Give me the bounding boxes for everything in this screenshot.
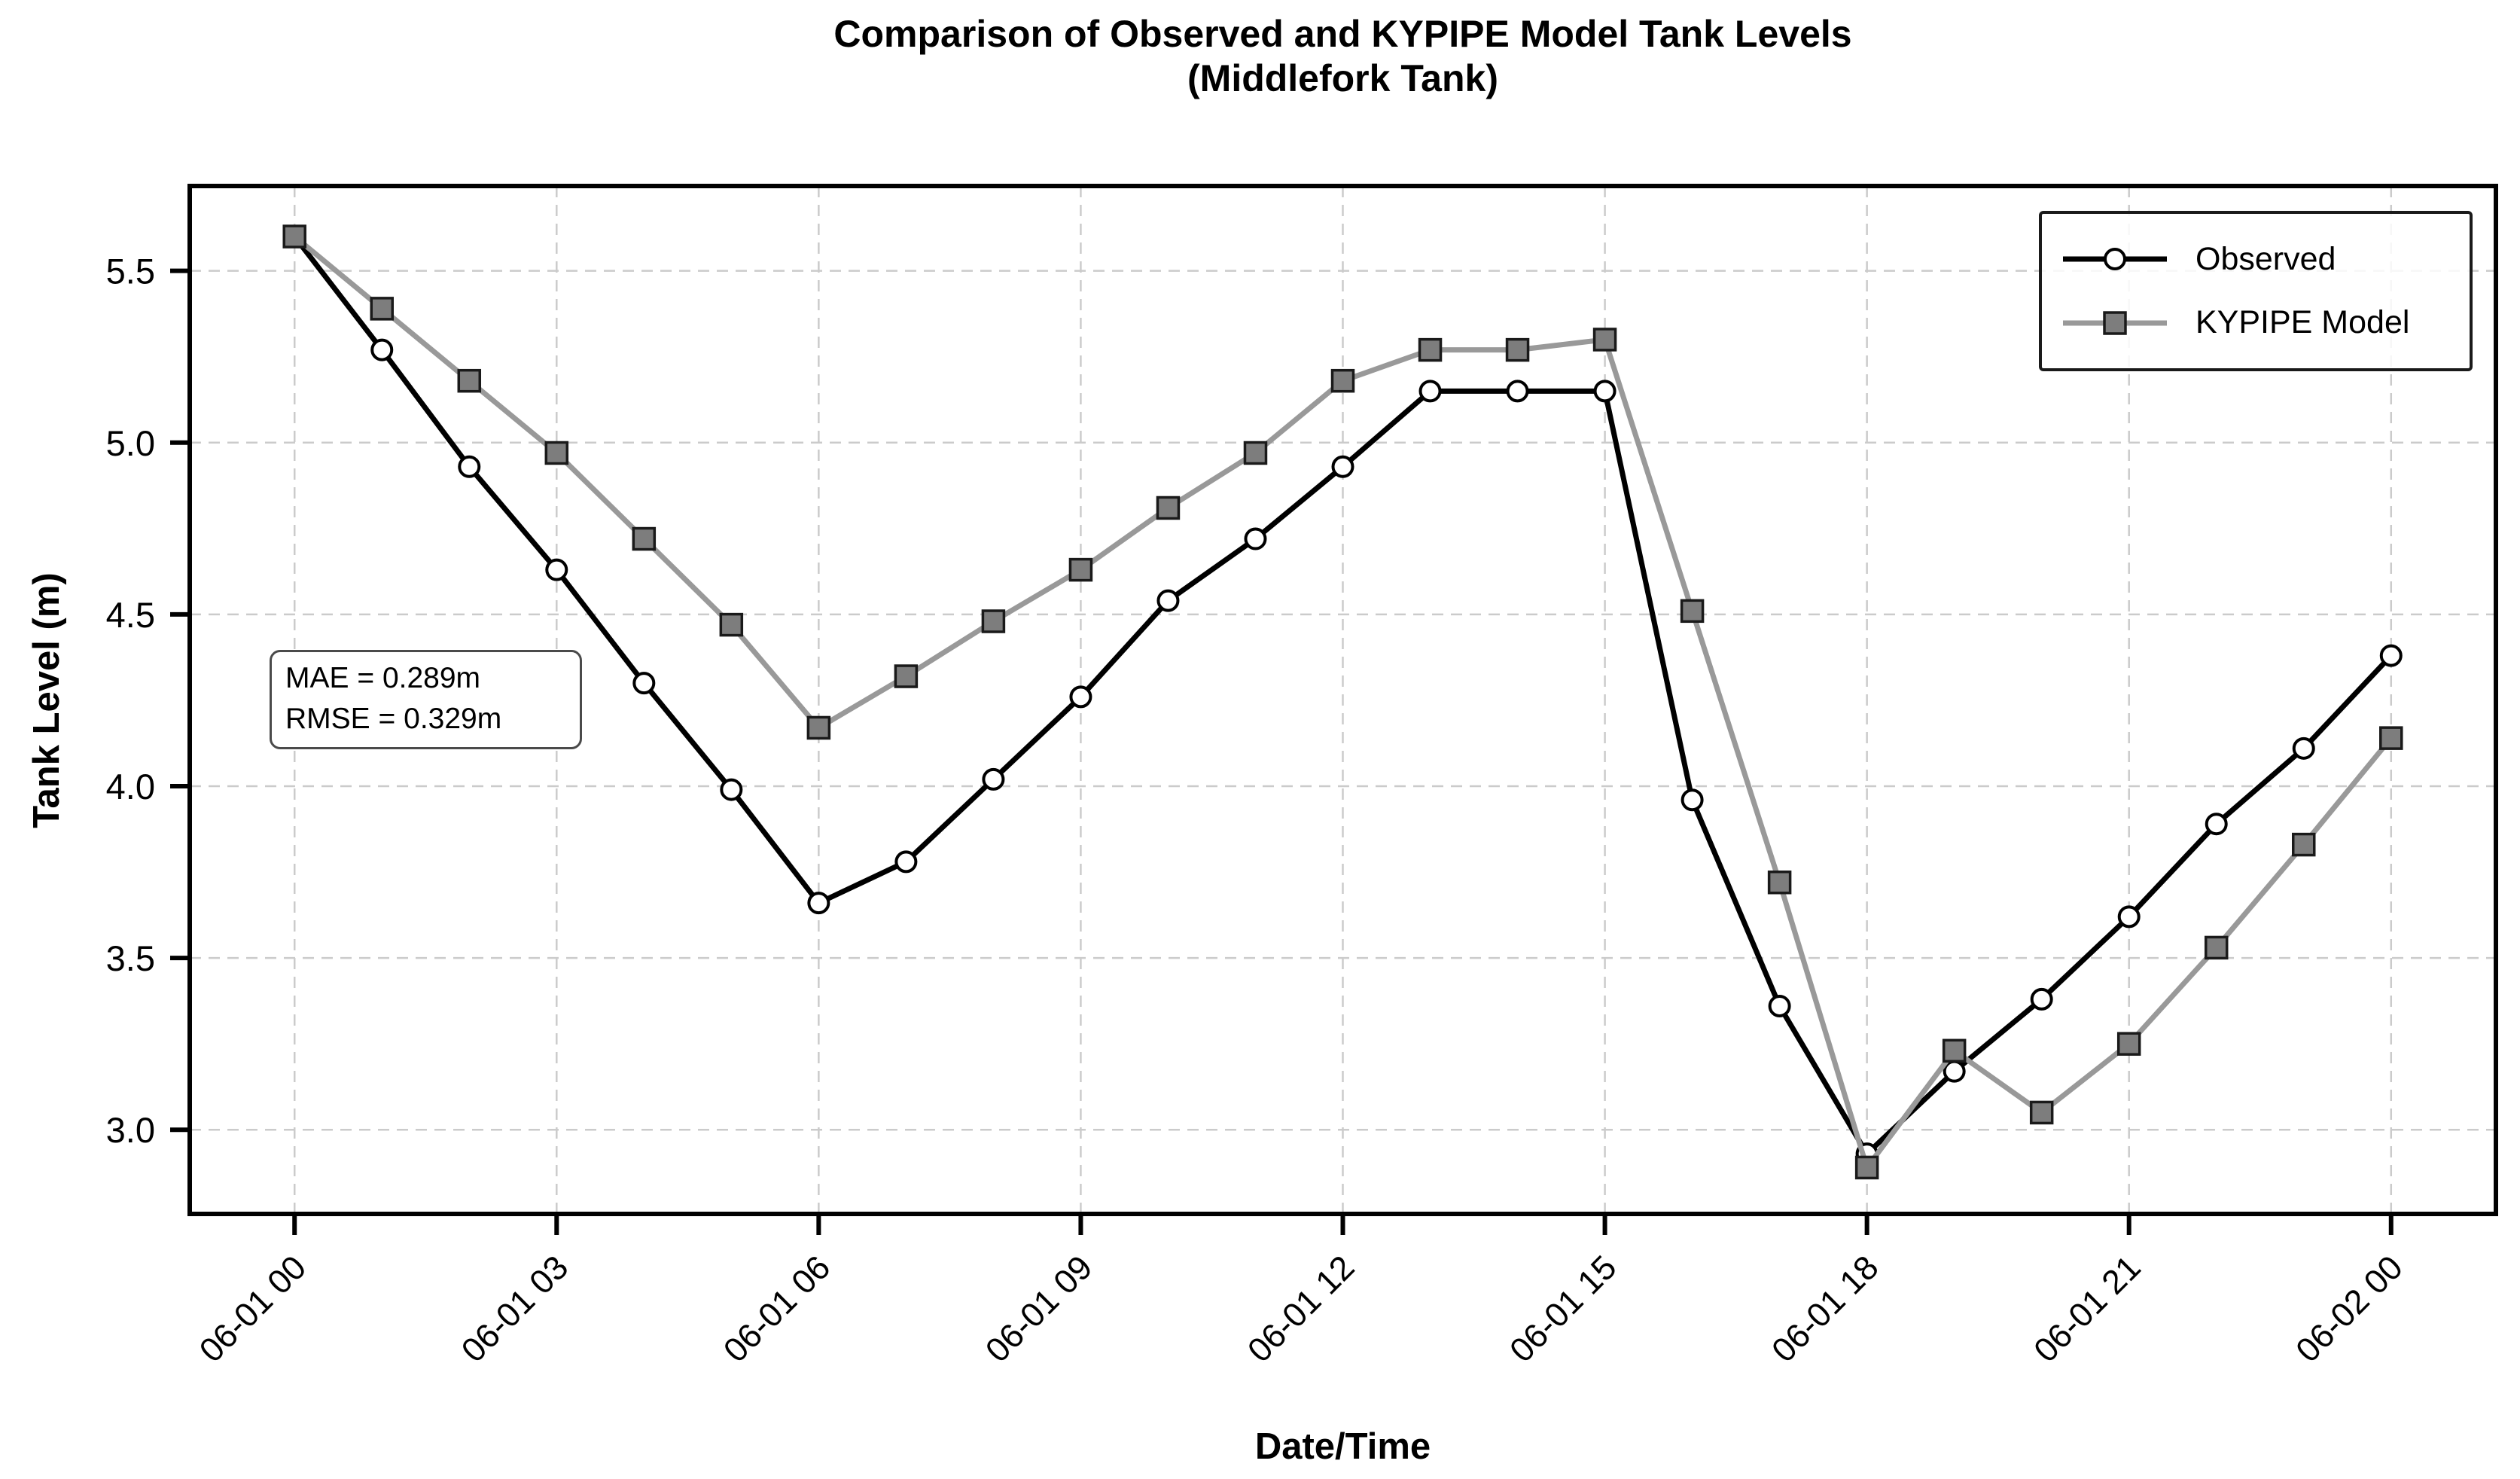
data-point-marker	[1942, 1038, 1967, 1063]
data-point-marker	[2204, 935, 2229, 960]
data-point-marker	[632, 526, 657, 551]
data-point-marker	[1943, 1060, 1966, 1083]
legend-label-observed: Observed	[2195, 240, 2336, 277]
data-point-marker	[894, 850, 918, 874]
y-tick-label: 5.5	[106, 252, 155, 291]
chart-title-line1: Comparison of Observed and KYPIPE Model …	[833, 13, 1852, 55]
y-tick-label: 3.5	[106, 938, 155, 978]
data-point-marker	[1156, 496, 1181, 520]
mae-value: MAE = 0.289m	[285, 662, 481, 694]
x-tick-label: 06-01 00	[192, 1248, 314, 1370]
data-point-marker	[2116, 1032, 2141, 1056]
data-point-marker	[1767, 871, 1792, 895]
legend-item-observed: Observed	[2060, 241, 2470, 278]
data-point-marker	[1068, 557, 1093, 582]
data-point-marker	[370, 338, 394, 361]
y-axis-title: Tank Level (m)	[26, 572, 67, 828]
x-tick-label: 06-01 15	[1502, 1248, 1624, 1370]
x-tick-label: 06-01 21	[2026, 1248, 2148, 1370]
kypipe-line-swatch	[2063, 311, 2167, 335]
data-point-marker	[807, 892, 830, 915]
legend-item-kypipe: KYPIPE Model	[2060, 304, 2470, 341]
data-point-marker	[2117, 905, 2141, 929]
data-point-marker	[982, 767, 1005, 791]
data-point-marker	[2205, 813, 2228, 836]
error-metrics-box: MAE = 0.289m RMSE = 0.329m	[270, 650, 582, 749]
legend-label-kypipe: KYPIPE Model	[2195, 304, 2410, 341]
x-tick-label: 06-02 00	[2288, 1248, 2410, 1370]
y-tick-label: 4.0	[106, 767, 155, 807]
data-point-marker	[632, 672, 656, 695]
observed-line-swatch	[2063, 248, 2167, 271]
data-point-marker	[1593, 380, 1617, 403]
rmse-value: RMSE = 0.329m	[285, 702, 502, 735]
data-point-marker	[2292, 832, 2316, 857]
data-point-marker	[2030, 987, 2053, 1011]
data-point-marker	[1330, 368, 1355, 393]
data-point-marker	[720, 778, 743, 801]
y-tick-label: 5.0	[106, 423, 155, 463]
x-tick-label: 06-01 03	[454, 1248, 576, 1370]
data-point-marker	[1505, 337, 1530, 362]
chart-title: Comparison of Observed and KYPIPE Model …	[190, 12, 2496, 101]
data-point-marker	[370, 297, 394, 321]
x-tick-label: 06-01 18	[1764, 1248, 1886, 1370]
data-point-marker	[545, 558, 568, 581]
x-tick-label: 06-01 12	[1240, 1248, 1362, 1370]
data-point-marker	[719, 612, 744, 637]
data-point-marker	[981, 609, 1006, 633]
data-point-marker	[1506, 380, 1529, 403]
data-point-marker	[2379, 644, 2403, 667]
data-point-marker	[1243, 441, 1268, 465]
data-point-marker	[1244, 527, 1267, 550]
data-point-marker	[1069, 685, 1092, 709]
data-point-marker	[1331, 455, 1354, 478]
data-point-marker	[1680, 599, 1705, 624]
data-point-marker	[1418, 380, 1442, 403]
data-point-marker	[1681, 788, 1704, 812]
data-point-marker	[457, 368, 482, 393]
data-point-marker	[1854, 1155, 1879, 1180]
x-tick-label: 06-01 06	[716, 1248, 838, 1370]
data-point-marker	[1592, 328, 1617, 352]
x-tick-label: 06-01 09	[978, 1248, 1100, 1370]
data-point-marker	[1156, 589, 1180, 612]
data-point-marker	[2292, 736, 2315, 760]
chart-title-line2: (Middlefork Tank)	[1187, 57, 1498, 99]
legend: Observed KYPIPE Model	[2039, 211, 2473, 371]
data-point-marker	[282, 224, 306, 249]
data-point-marker	[544, 441, 569, 465]
data-point-marker	[1768, 994, 1791, 1017]
data-point-marker	[806, 715, 831, 740]
x-axis-title: Date/Time	[1254, 1426, 1431, 1467]
data-point-marker	[2029, 1100, 2054, 1125]
data-point-marker	[458, 455, 481, 478]
y-tick-label: 4.5	[106, 595, 155, 635]
y-tick-label: 3.0	[106, 1110, 155, 1150]
data-point-marker	[1418, 337, 1443, 362]
data-point-marker	[894, 664, 919, 688]
data-point-marker	[2379, 726, 2403, 750]
